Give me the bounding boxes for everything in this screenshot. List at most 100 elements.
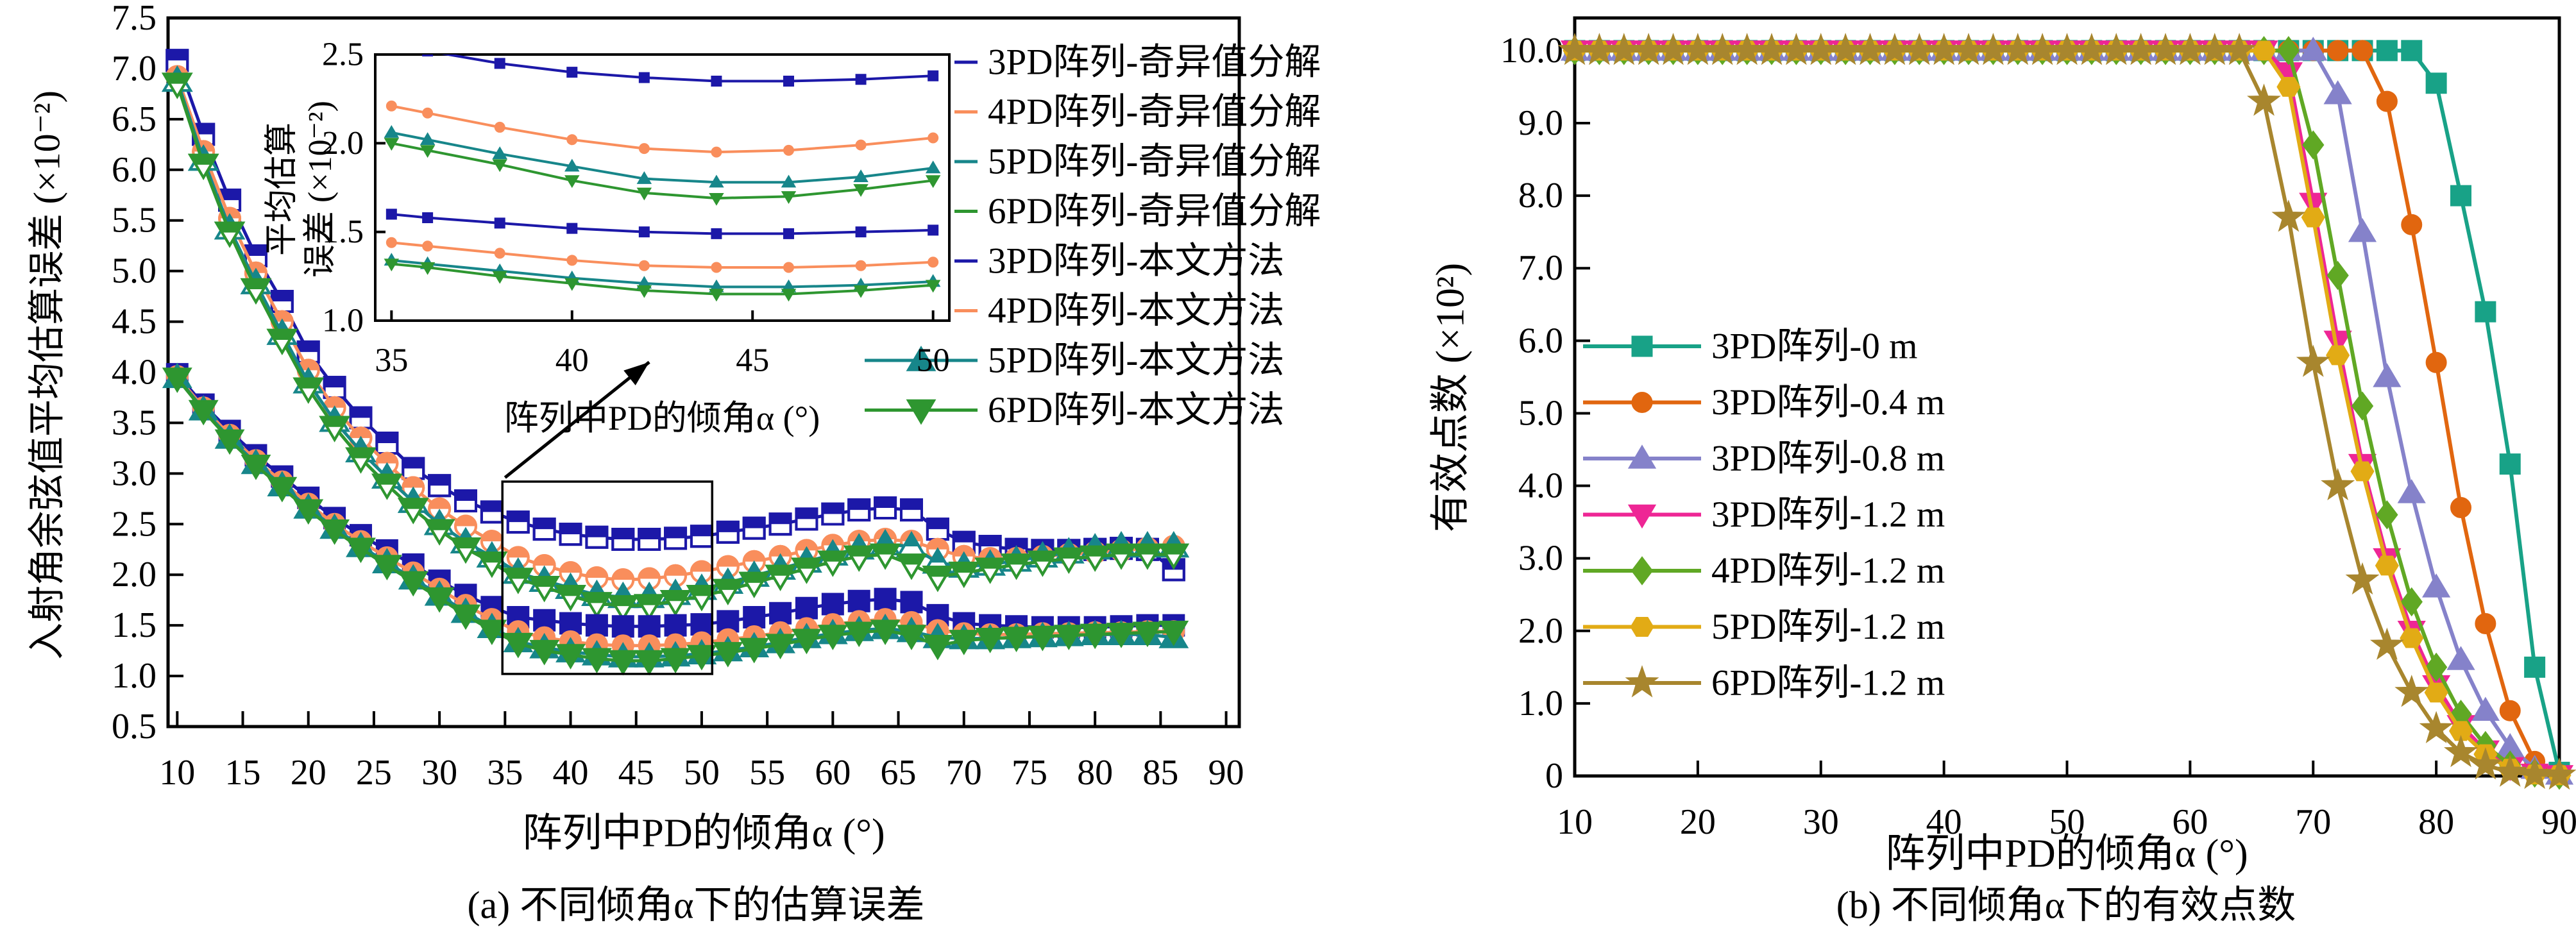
series-marker bbox=[293, 499, 324, 525]
series-marker bbox=[494, 217, 505, 229]
series-marker bbox=[853, 285, 869, 298]
series-marker bbox=[739, 637, 770, 664]
series-marker bbox=[492, 271, 507, 284]
series-marker bbox=[492, 146, 507, 160]
series-4PD阵列-本文方法 bbox=[386, 237, 939, 273]
chart-a-main: 10 15 20 25 30 35 40 45 50 55 60 65 70 75 80 85 90 0.5 1.0… bbox=[112, 0, 1321, 793]
series-marker bbox=[503, 632, 534, 659]
legend-entry: 5PD阵列-1.2 m bbox=[1583, 607, 1945, 647]
y-tick-label: 6.5 bbox=[112, 99, 157, 139]
series-marker bbox=[559, 612, 582, 635]
legend-label: 3PD阵列-0.4 m bbox=[1711, 382, 1945, 423]
series-marker bbox=[1131, 543, 1164, 570]
series-marker bbox=[2375, 555, 2399, 576]
series-marker bbox=[581, 648, 612, 674]
x-tick-label: 70 bbox=[946, 753, 982, 793]
x-tick-label: 55 bbox=[749, 753, 785, 793]
series-marker bbox=[2376, 40, 2398, 62]
series-marker bbox=[711, 228, 722, 239]
series-marker bbox=[948, 561, 980, 588]
legend-entry: 3PD阵列-0 m bbox=[1583, 326, 1917, 367]
series-marker bbox=[638, 567, 661, 591]
series-marker bbox=[743, 606, 766, 629]
series-marker bbox=[715, 580, 741, 590]
series-marker bbox=[1001, 553, 1032, 580]
series-marker bbox=[781, 191, 797, 205]
series-marker bbox=[271, 291, 292, 301]
series-marker bbox=[638, 226, 650, 238]
series-marker bbox=[636, 595, 663, 605]
series-marker bbox=[765, 634, 796, 660]
x-tick-label: 40 bbox=[553, 753, 589, 793]
y-tick-label: 5.0 bbox=[1518, 393, 1563, 433]
series-marker bbox=[319, 519, 350, 545]
series-marker bbox=[639, 528, 660, 539]
series-marker bbox=[1158, 620, 1189, 646]
legend-entry: 4PD阵列-本文方法 bbox=[865, 291, 1284, 331]
series-marker bbox=[874, 587, 897, 611]
series-marker bbox=[1631, 556, 1654, 585]
series-marker bbox=[2499, 453, 2521, 475]
x-tick-label: 50 bbox=[684, 753, 720, 793]
series-marker bbox=[347, 448, 375, 459]
series-marker bbox=[1625, 665, 1659, 698]
series-marker bbox=[345, 447, 377, 474]
series-marker bbox=[319, 416, 350, 442]
series-marker bbox=[688, 586, 715, 596]
y-tick-label: 4.0 bbox=[112, 353, 157, 392]
series-marker bbox=[611, 568, 635, 592]
series-marker bbox=[502, 568, 534, 594]
chart-a-y-axis-label: 入射角余弦值平均估算误差 (×10⁻²) bbox=[26, 90, 68, 660]
series-marker bbox=[240, 278, 272, 305]
series-marker bbox=[419, 262, 436, 275]
series-marker bbox=[1029, 552, 1056, 562]
series-marker bbox=[423, 519, 455, 546]
series-marker bbox=[716, 610, 740, 633]
series-marker bbox=[691, 526, 712, 537]
series-marker bbox=[585, 525, 609, 549]
series-marker bbox=[855, 226, 867, 238]
series-marker bbox=[2302, 130, 2325, 160]
series-marker bbox=[855, 139, 867, 151]
x-tick-label: 25 bbox=[356, 753, 392, 793]
y-tick-label: 10.0 bbox=[1500, 31, 1563, 71]
x-tick-label: 45 bbox=[736, 342, 769, 379]
y-tick-label: 2.0 bbox=[112, 555, 157, 594]
x-tick-label: 70 bbox=[2295, 802, 2331, 842]
series-marker bbox=[686, 585, 718, 612]
series-marker bbox=[742, 516, 766, 540]
series-marker bbox=[188, 400, 219, 426]
series-marker bbox=[906, 346, 936, 371]
series-marker bbox=[928, 224, 939, 236]
y-tick-label: 4.0 bbox=[1518, 466, 1563, 506]
series-marker bbox=[422, 107, 434, 119]
legend-entry: 5PD阵列-本文方法 bbox=[865, 341, 1284, 381]
series-marker bbox=[709, 192, 724, 206]
series-4PD阵列-奇异值分解 bbox=[386, 100, 939, 158]
y-tick-label: 1.0 bbox=[1518, 684, 1563, 723]
series-marker bbox=[164, 74, 191, 84]
series-marker bbox=[925, 175, 941, 189]
series-marker bbox=[930, 550, 945, 563]
series-marker bbox=[2401, 40, 2423, 62]
series-marker bbox=[855, 260, 867, 271]
series-marker bbox=[386, 237, 397, 248]
series-marker bbox=[375, 432, 399, 455]
y-tick-label: 0 bbox=[1545, 756, 1563, 796]
series-marker bbox=[479, 553, 505, 563]
series-marker bbox=[506, 510, 530, 534]
series-marker bbox=[2499, 700, 2521, 721]
series-marker bbox=[2323, 330, 2352, 355]
series-marker bbox=[560, 524, 581, 535]
series-marker bbox=[242, 279, 269, 290]
series-6PD阵列-奇异值分解 bbox=[162, 72, 1190, 622]
series-marker bbox=[2419, 711, 2453, 743]
series-marker bbox=[585, 566, 609, 589]
series-marker bbox=[925, 280, 941, 293]
y-tick-label: 7.5 bbox=[112, 0, 157, 38]
x-tick-label: 85 bbox=[1142, 753, 1178, 793]
series-marker bbox=[1001, 627, 1031, 653]
legend-label: 4PD阵列-奇异值分解 bbox=[988, 92, 1321, 132]
y-tick-label: 9.0 bbox=[1518, 103, 1563, 143]
series-marker bbox=[2475, 613, 2496, 634]
